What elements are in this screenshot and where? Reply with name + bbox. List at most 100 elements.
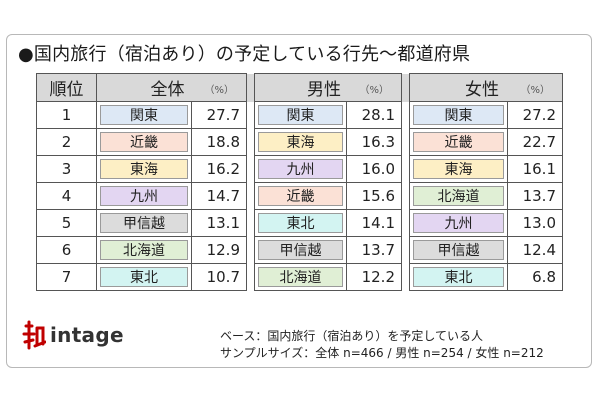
group-header-male: 男性 （%） — [254, 73, 402, 102]
region-label: 甲信越 — [413, 240, 504, 260]
separator — [246, 236, 255, 264]
separator — [246, 209, 255, 237]
value-cell: 6.8 — [507, 263, 563, 291]
region-label: 東北 — [100, 267, 188, 287]
region-label: 近畿 — [413, 132, 504, 152]
region-cell: 近畿 — [254, 182, 347, 210]
region-label: 北海道 — [100, 240, 188, 260]
table-row: 1 関東 27.7 関東 28.1 関東 27.2 — [36, 101, 563, 129]
unit-label: （%） — [359, 85, 389, 96]
region-cell: 東北 — [409, 263, 508, 291]
separator — [246, 263, 255, 291]
region-cell: 東海 — [254, 128, 347, 156]
separator — [401, 263, 410, 291]
table-row: 6 北海道 12.9 甲信越 13.7 甲信越 12.4 — [36, 236, 563, 264]
region-cell: 北海道 — [254, 263, 347, 291]
sample-note: サンプルサイズ：全体 n=466 / 男性 n=254 / 女性 n=212 — [220, 346, 544, 360]
value-cell: 28.1 — [346, 101, 402, 129]
table-row: 4 九州 14.7 近畿 15.6 北海道 13.7 — [36, 182, 563, 210]
region-label: 東海 — [413, 159, 504, 179]
region-cell: 東北 — [96, 263, 192, 291]
group-header-female: 女性 （%） — [409, 73, 563, 102]
intage-logo: intage — [22, 320, 124, 350]
value-cell: 13.7 — [507, 182, 563, 210]
region-cell: 近畿 — [409, 128, 508, 156]
region-cell: 北海道 — [96, 236, 192, 264]
region-label: 近畿 — [258, 186, 343, 206]
value-cell: 12.2 — [346, 263, 402, 291]
region-cell: 近畿 — [96, 128, 192, 156]
unit-label: （%） — [520, 85, 550, 96]
value-cell: 14.1 — [346, 209, 402, 237]
rank-cell: 7 — [36, 263, 97, 291]
region-label: 甲信越 — [100, 213, 188, 233]
separator — [401, 182, 410, 210]
header-row: 順位 全体 （%） 男性 （%） 女性 （%） — [36, 73, 563, 102]
table-row: 5 甲信越 13.1 東北 14.1 九州 13.0 — [36, 209, 563, 237]
value-cell: 12.4 — [507, 236, 563, 264]
value-cell: 22.7 — [507, 128, 563, 156]
region-label: 九州 — [413, 213, 504, 233]
value-cell: 16.0 — [346, 155, 402, 183]
region-label: 近畿 — [100, 132, 188, 152]
region-label: 甲信越 — [258, 240, 343, 260]
value-cell: 13.0 — [507, 209, 563, 237]
group-label: 男性 — [307, 80, 341, 100]
value-cell: 16.2 — [191, 155, 247, 183]
value-cell: 13.1 — [191, 209, 247, 237]
region-cell: 甲信越 — [254, 236, 347, 264]
region-cell: 関東 — [96, 101, 192, 129]
rank-cell: 3 — [36, 155, 97, 183]
value-cell: 13.7 — [346, 236, 402, 264]
intage-mark-icon — [22, 320, 46, 350]
footnote: ベース：国内旅行（宿泊あり）を予定している人 サンプルサイズ：全体 n=466 … — [220, 328, 544, 362]
region-label: 九州 — [100, 186, 188, 206]
region-cell: 九州 — [96, 182, 192, 210]
region-label: 九州 — [258, 159, 343, 179]
rank-cell: 1 — [36, 101, 97, 129]
separator — [401, 209, 410, 237]
page-title: ●国内旅行（宿泊あり）の予定している行先～都道府県 — [18, 44, 471, 65]
separator — [246, 182, 255, 210]
rank-cell: 4 — [36, 182, 97, 210]
value-cell: 12.9 — [191, 236, 247, 264]
base-note: ベース：国内旅行（宿泊あり）を予定している人 — [220, 329, 484, 343]
separator — [246, 101, 255, 129]
region-cell: 関東 — [409, 101, 508, 129]
separator — [246, 155, 255, 183]
value-cell: 27.7 — [191, 101, 247, 129]
ranking-table: 順位 全体 （%） 男性 （%） 女性 （%） 1 関東 27.7 関東 28.1 関東 2… — [36, 73, 563, 291]
separator — [401, 73, 410, 102]
separator — [401, 155, 410, 183]
region-cell: 九州 — [409, 209, 508, 237]
region-cell: 北海道 — [409, 182, 508, 210]
group-label: 全体 — [150, 80, 185, 100]
rank-cell: 2 — [36, 128, 97, 156]
region-label: 関東 — [258, 105, 343, 125]
value-cell: 18.8 — [191, 128, 247, 156]
region-cell: 東海 — [409, 155, 508, 183]
separator — [401, 128, 410, 156]
region-label: 東北 — [258, 213, 343, 233]
value-cell: 16.3 — [346, 128, 402, 156]
value-cell: 15.6 — [346, 182, 402, 210]
table-row: 2 近畿 18.8 東海 16.3 近畿 22.7 — [36, 128, 563, 156]
region-label: 関東 — [100, 105, 188, 125]
rank-cell: 6 — [36, 236, 97, 264]
region-cell: 東海 — [96, 155, 192, 183]
region-cell: 九州 — [254, 155, 347, 183]
separator — [401, 101, 410, 129]
value-cell: 14.7 — [191, 182, 247, 210]
value-cell: 10.7 — [191, 263, 247, 291]
region-cell: 東北 — [254, 209, 347, 237]
region-label: 東海 — [100, 159, 188, 179]
region-cell: 関東 — [254, 101, 347, 129]
rank-cell: 5 — [36, 209, 97, 237]
region-cell: 甲信越 — [409, 236, 508, 264]
region-label: 北海道 — [413, 186, 504, 206]
separator — [246, 128, 255, 156]
rank-header: 順位 — [36, 73, 97, 102]
table-row: 3 東海 16.2 九州 16.0 東海 16.1 — [36, 155, 563, 183]
region-cell: 甲信越 — [96, 209, 192, 237]
region-label: 北海道 — [258, 267, 343, 287]
